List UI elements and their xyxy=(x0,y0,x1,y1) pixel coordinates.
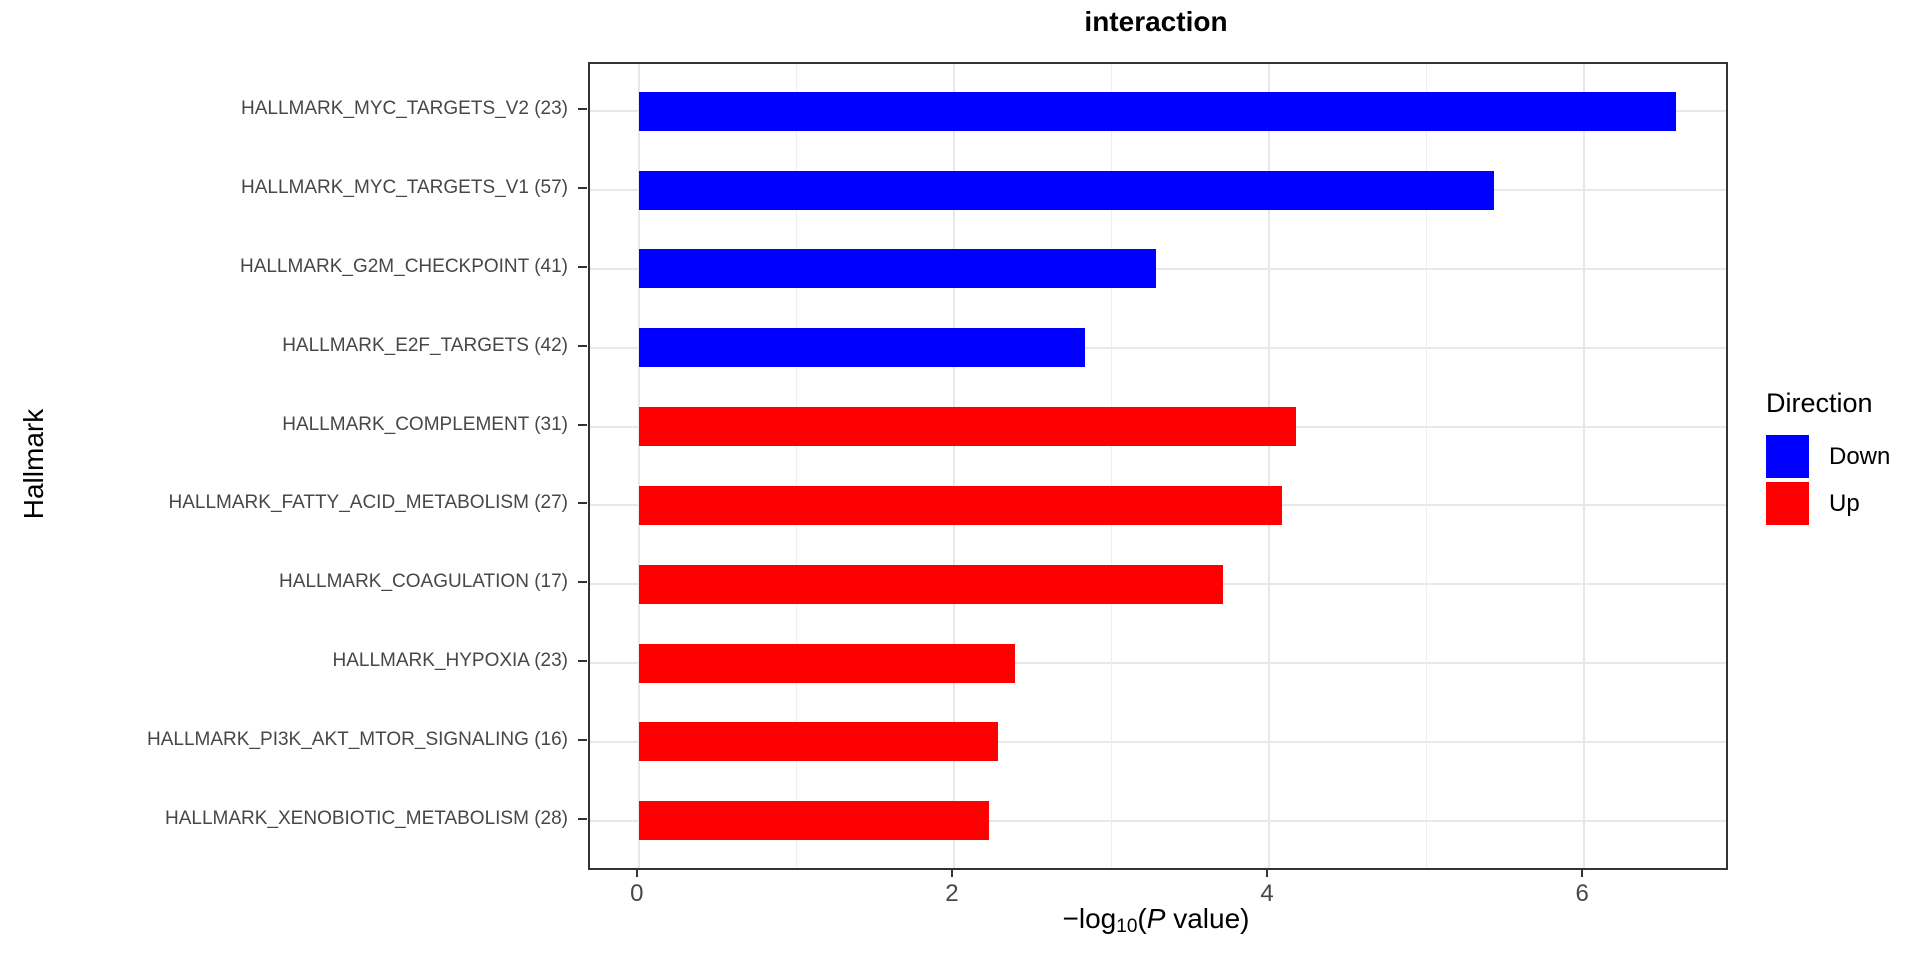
y-axis-tick xyxy=(578,423,587,426)
y-axis-label: HALLMARK_HYPOXIA (23) xyxy=(332,650,568,671)
bar-hallmark_complement xyxy=(638,407,1296,446)
x-axis-tick xyxy=(1581,868,1584,877)
legend: Direction Down Up xyxy=(1766,388,1890,529)
y-axis-label: HALLMARK_XENOBIOTIC_METABOLISM (28) xyxy=(165,808,568,829)
x-tick-label: 0 xyxy=(630,880,644,907)
x-tick-label: 2 xyxy=(945,880,959,907)
gridline-y-major xyxy=(590,346,1726,349)
gridline-x-minor xyxy=(1426,64,1428,868)
gridline-x-minor xyxy=(795,64,797,868)
gridline-y-major xyxy=(590,267,1726,270)
y-axis-tick xyxy=(578,581,587,584)
bar-hallmark_pi3k_akt_mtor_signaling xyxy=(638,722,999,761)
x-axis-title-suffix: value) xyxy=(1165,903,1250,934)
bar-hallmark_coagulation xyxy=(638,565,1224,604)
y-axis-tick xyxy=(578,344,587,347)
x-axis: 0 2 4 6 xyxy=(588,868,1724,928)
legend-title: Direction xyxy=(1766,388,1873,418)
bar-hallmark_myc_targets_v2 xyxy=(638,92,1676,131)
y-axis-label: HALLMARK_PI3K_AKT_MTOR_SIGNALING (16) xyxy=(147,729,568,750)
y-axis-tick xyxy=(578,502,587,505)
x-axis-title-open-paren: ( xyxy=(1137,903,1147,934)
y-axis-label: HALLMARK_MYC_TARGETS_V1 (57) xyxy=(241,177,568,198)
x-axis-tick xyxy=(1266,868,1269,877)
legend-item-down: Down xyxy=(1766,435,1890,478)
y-axis-tick xyxy=(578,660,587,663)
y-axis-tick xyxy=(578,187,587,190)
bar-hallmark_e2f_targets xyxy=(638,328,1085,367)
gridline-x-minor xyxy=(1111,64,1113,868)
y-axis-tick xyxy=(578,108,587,111)
x-axis-title: −log10(P value) xyxy=(588,903,1724,938)
x-axis-title-subscript: 10 xyxy=(1116,916,1138,938)
x-axis-tick xyxy=(950,868,953,877)
y-axis-label: HALLMARK_G2M_CHECKPOINT (41) xyxy=(239,256,568,277)
legend-swatch-up xyxy=(1766,482,1809,525)
gridline-x-major xyxy=(952,64,955,868)
bar-hallmark_fatty_acid_metabolism xyxy=(638,486,1282,525)
x-axis-tick xyxy=(635,868,638,877)
y-axis-label: HALLMARK_E2F_TARGETS (42) xyxy=(282,335,568,356)
y-axis-tick xyxy=(578,738,587,741)
legend-item-label: Up xyxy=(1829,489,1860,517)
x-axis-title-minus-log: −log xyxy=(1062,903,1117,934)
gridline-y-major xyxy=(590,819,1726,822)
x-axis-title-p: P xyxy=(1146,903,1166,934)
gridline-x-major xyxy=(1268,64,1271,868)
y-axis: HALLMARK_MYC_TARGETS_V2 (23) HALLMARK_MYC… xyxy=(0,62,587,866)
legend-item-up: Up xyxy=(1766,482,1890,525)
plot-panel xyxy=(588,62,1728,870)
bar-hallmark_xenobiotic_metabolism xyxy=(638,801,989,840)
y-axis-label: HALLMARK_COMPLEMENT (31) xyxy=(282,414,568,435)
gridline-y-major xyxy=(590,740,1726,743)
gridline-x-major xyxy=(1583,64,1586,868)
x-tick-label: 4 xyxy=(1260,880,1274,907)
plot-title: interaction xyxy=(1084,6,1228,37)
bar-hallmark_myc_targets_v1 xyxy=(638,171,1495,210)
x-tick-label: 6 xyxy=(1575,880,1589,907)
y-axis-label: HALLMARK_COAGULATION (17) xyxy=(279,571,568,592)
y-axis-label: HALLMARK_MYC_TARGETS_V2 (23) xyxy=(241,98,568,119)
legend-swatch-down xyxy=(1766,435,1809,478)
y-axis-tick xyxy=(578,817,587,820)
gridline-x-major xyxy=(637,64,640,868)
y-axis-label: HALLMARK_FATTY_ACID_METABOLISM (27) xyxy=(168,492,568,513)
y-axis-tick xyxy=(578,265,587,268)
legend-items: Down Up xyxy=(1766,435,1890,525)
bar-hallmark_hypoxia xyxy=(638,644,1016,683)
bar-hallmark_g2m_checkpoint xyxy=(638,249,1156,288)
gridline-y-major xyxy=(590,662,1726,665)
legend-item-label: Down xyxy=(1829,442,1891,470)
